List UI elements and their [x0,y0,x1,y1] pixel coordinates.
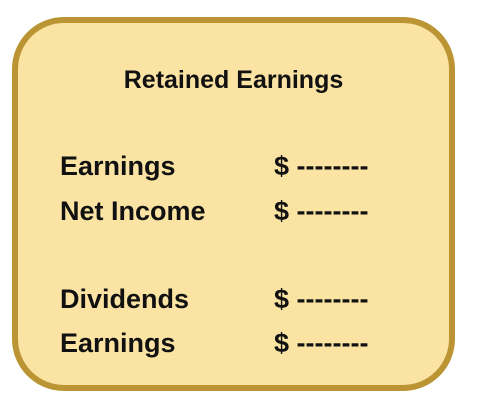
dividends-row: Dividends $ -------- [60,281,420,317]
row-label: Dividends [60,284,190,314]
net-income-row: Net Income $ -------- [60,193,420,229]
earnings-row-bottom: Earnings $ -------- [60,325,420,361]
row-label: Earnings [60,151,176,181]
row-label: Net Income [60,196,206,226]
earnings-row-top: Earnings $ -------- [60,148,420,184]
row-amount: $ -------- [274,151,369,181]
card-title: Retained Earnings [123,66,344,94]
row-amount: $ -------- [274,284,369,314]
retained-earnings-card: Retained Earnings Earnings $ -------- Ne… [12,17,455,391]
row-amount: $ -------- [274,196,369,226]
row-label: Earnings [60,328,176,358]
row-amount: $ -------- [274,328,369,358]
